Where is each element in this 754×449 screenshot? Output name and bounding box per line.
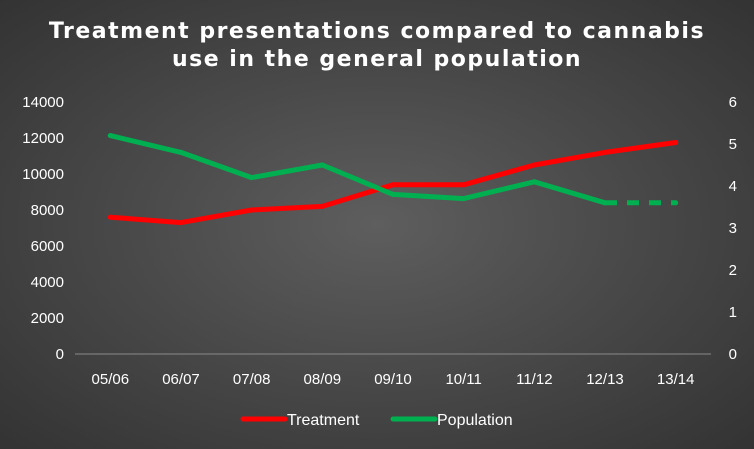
- chart-title: Treatment presentations compared to cann…: [0, 18, 754, 74]
- y-right-tick-label: 1: [729, 304, 737, 321]
- y-right-tick-label: 2: [729, 262, 737, 279]
- series-point-treatment: [107, 214, 113, 220]
- chart-title-line-1: Treatment presentations compared to cann…: [48, 19, 706, 44]
- x-tick-label: 07/08: [233, 371, 271, 388]
- series-point-population: [461, 196, 467, 202]
- y-right-tick-label: 5: [729, 136, 737, 153]
- x-tick-label: 06/07: [162, 371, 200, 388]
- series-point-population: [673, 200, 679, 206]
- series-point-population: [390, 191, 396, 197]
- y-right-tick-label: 6: [729, 94, 737, 111]
- x-tick-label: 05/06: [92, 371, 130, 388]
- y-left-tick-label: 2000: [31, 310, 64, 327]
- x-tick-label: 12/13: [586, 371, 624, 388]
- chart-title-line-2: use in the general population: [171, 47, 583, 72]
- x-tick-label: 11/12: [516, 371, 552, 388]
- y-left-tick-label: 6000: [31, 238, 64, 255]
- y-left-tick-label: 0: [56, 346, 64, 363]
- y-left-tick-label: 8000: [31, 202, 64, 219]
- y-right-tick-label: 4: [729, 178, 737, 195]
- x-tick-label: 13/14: [657, 371, 695, 388]
- series-point-population: [249, 175, 255, 181]
- series-line-population: [107, 133, 608, 206]
- series-point-population: [531, 179, 537, 185]
- series-point-treatment: [319, 203, 325, 209]
- legend-label-treatment: Treatment: [287, 412, 360, 429]
- x-tick-label: 08/09: [304, 371, 342, 388]
- series-point-population: [319, 162, 325, 168]
- x-tick-label: 10/11: [445, 371, 481, 388]
- y-left-tick-label: 10000: [22, 166, 64, 183]
- y-right-tick-label: 0: [729, 346, 737, 363]
- y-left-tick-label: 4000: [31, 274, 64, 291]
- series-point-population: [107, 133, 113, 139]
- series-point-treatment: [249, 207, 255, 213]
- series-point-treatment: [531, 162, 537, 168]
- series-point-treatment: [673, 140, 679, 145]
- y-right-tick-label: 3: [729, 220, 737, 237]
- series-point-treatment: [178, 220, 184, 226]
- y-left-tick-label: 12000: [22, 130, 64, 147]
- series-point-treatment: [602, 149, 608, 155]
- series-point-population: [602, 200, 608, 206]
- series-point-treatment: [390, 182, 396, 188]
- y-left-tick-label: 14000: [22, 94, 64, 111]
- legend-label-population: Population: [437, 412, 513, 429]
- x-tick-label: 09/10: [374, 371, 412, 388]
- series-point-population: [178, 149, 184, 155]
- series-point-treatment: [461, 182, 467, 188]
